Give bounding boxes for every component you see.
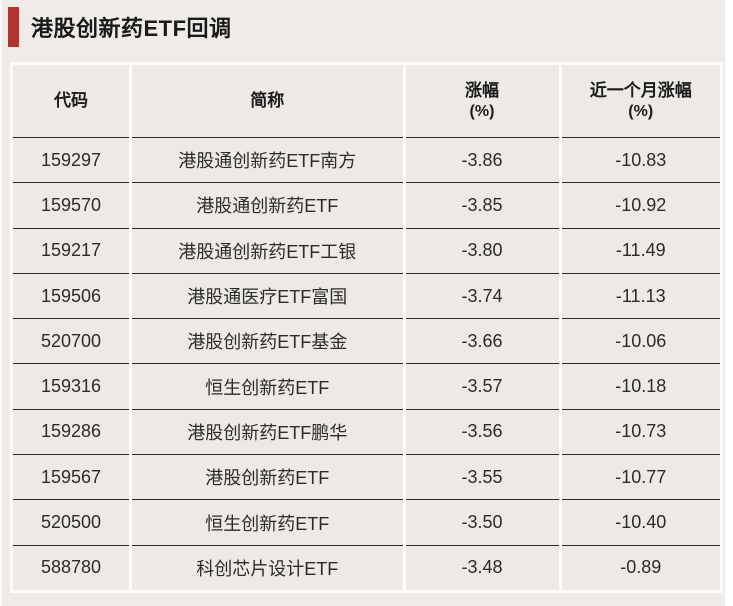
right-edge-strip [725, 0, 733, 606]
code-cell: 159570 [13, 182, 129, 228]
name-cell: 港股通创新药ETF南方 [132, 137, 403, 183]
code-cell: 588780 [13, 544, 129, 590]
header-month-change: 近一个月涨幅 (%) [561, 65, 720, 137]
change-cell: -3.56 [405, 408, 559, 455]
code-cell: 159567 [13, 454, 129, 500]
code-cell: 159316 [13, 363, 129, 409]
title-block: 港股创新药ETF回调 [8, 7, 232, 47]
header-code-label: 代码 [54, 91, 88, 111]
month-change-cell: -10.18 [561, 363, 720, 409]
month-change-cell: -0.89 [561, 544, 720, 590]
page-title: 港股创新药ETF回调 [31, 16, 232, 41]
red-accent-bar [8, 7, 19, 47]
month-change-cell: -10.06 [561, 318, 720, 364]
month-change-cell: -10.40 [561, 499, 720, 545]
name-cell: 科创芯片设计ETF [132, 544, 403, 590]
change-cell: -3.86 [405, 137, 559, 183]
code-cell: 159217 [13, 227, 129, 273]
month-change-cell: -11.13 [561, 272, 720, 319]
etf-table-grid: 代码 简称 涨幅 (%) 近一个月涨幅 (%) 159297 港股通创新药ETF… [13, 65, 720, 590]
name-cell: 港股通医疗ETF富国 [132, 272, 403, 319]
change-cell: -3.74 [405, 272, 559, 319]
header-month-change-unit: (%) [628, 102, 654, 120]
header-name: 简称 [132, 65, 403, 137]
change-cell: -3.66 [405, 318, 559, 364]
name-cell: 港股通创新药ETF工银 [132, 227, 403, 273]
header-change: 涨幅 (%) [405, 65, 559, 137]
month-change-cell: -10.92 [561, 182, 720, 228]
header-change-label: 涨幅 [465, 81, 499, 101]
code-cell: 520700 [13, 318, 129, 364]
name-cell: 恒生创新药ETF [132, 363, 403, 409]
month-change-cell: -10.83 [561, 137, 720, 183]
name-cell: 港股创新药ETF鹏华 [132, 408, 403, 455]
name-cell: 港股创新药ETF基金 [132, 318, 403, 364]
name-cell: 港股创新药ETF [132, 454, 403, 500]
header-name-label: 简称 [250, 91, 285, 111]
change-cell: -3.50 [405, 499, 559, 545]
change-cell: -3.80 [405, 227, 559, 273]
code-cell: 520500 [13, 499, 129, 545]
code-cell: 159297 [13, 137, 129, 183]
left-edge-strip [0, 0, 2, 606]
change-cell: -3.57 [405, 363, 559, 409]
name-cell: 恒生创新药ETF [132, 499, 403, 545]
name-cell: 港股通创新药ETF [132, 182, 403, 228]
header-code: 代码 [13, 65, 129, 137]
code-cell: 159506 [13, 272, 129, 319]
change-cell: -3.55 [405, 454, 559, 500]
code-cell: 159286 [13, 408, 129, 455]
change-cell: -3.48 [405, 544, 559, 590]
header-change-unit: (%) [469, 102, 495, 120]
month-change-cell: -10.73 [561, 408, 720, 455]
header-month-change-label: 近一个月涨幅 [589, 81, 692, 101]
month-change-cell: -10.77 [561, 454, 720, 500]
change-cell: -3.85 [405, 182, 559, 228]
etf-table: 代码 简称 涨幅 (%) 近一个月涨幅 (%) 159297 港股通创新药ETF… [10, 62, 723, 593]
month-change-cell: -11.49 [561, 227, 720, 273]
